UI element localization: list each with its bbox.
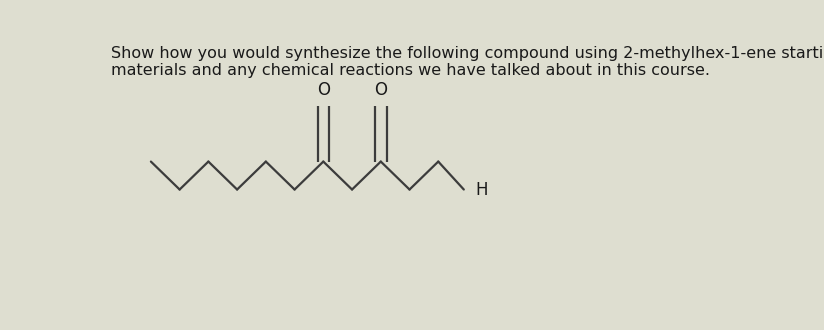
Text: Show how you would synthesize the following compound using 2-methylhex-1-ene sta: Show how you would synthesize the follow… xyxy=(110,46,824,78)
Text: O: O xyxy=(316,81,330,99)
Text: O: O xyxy=(374,81,387,99)
Text: H: H xyxy=(475,181,488,199)
